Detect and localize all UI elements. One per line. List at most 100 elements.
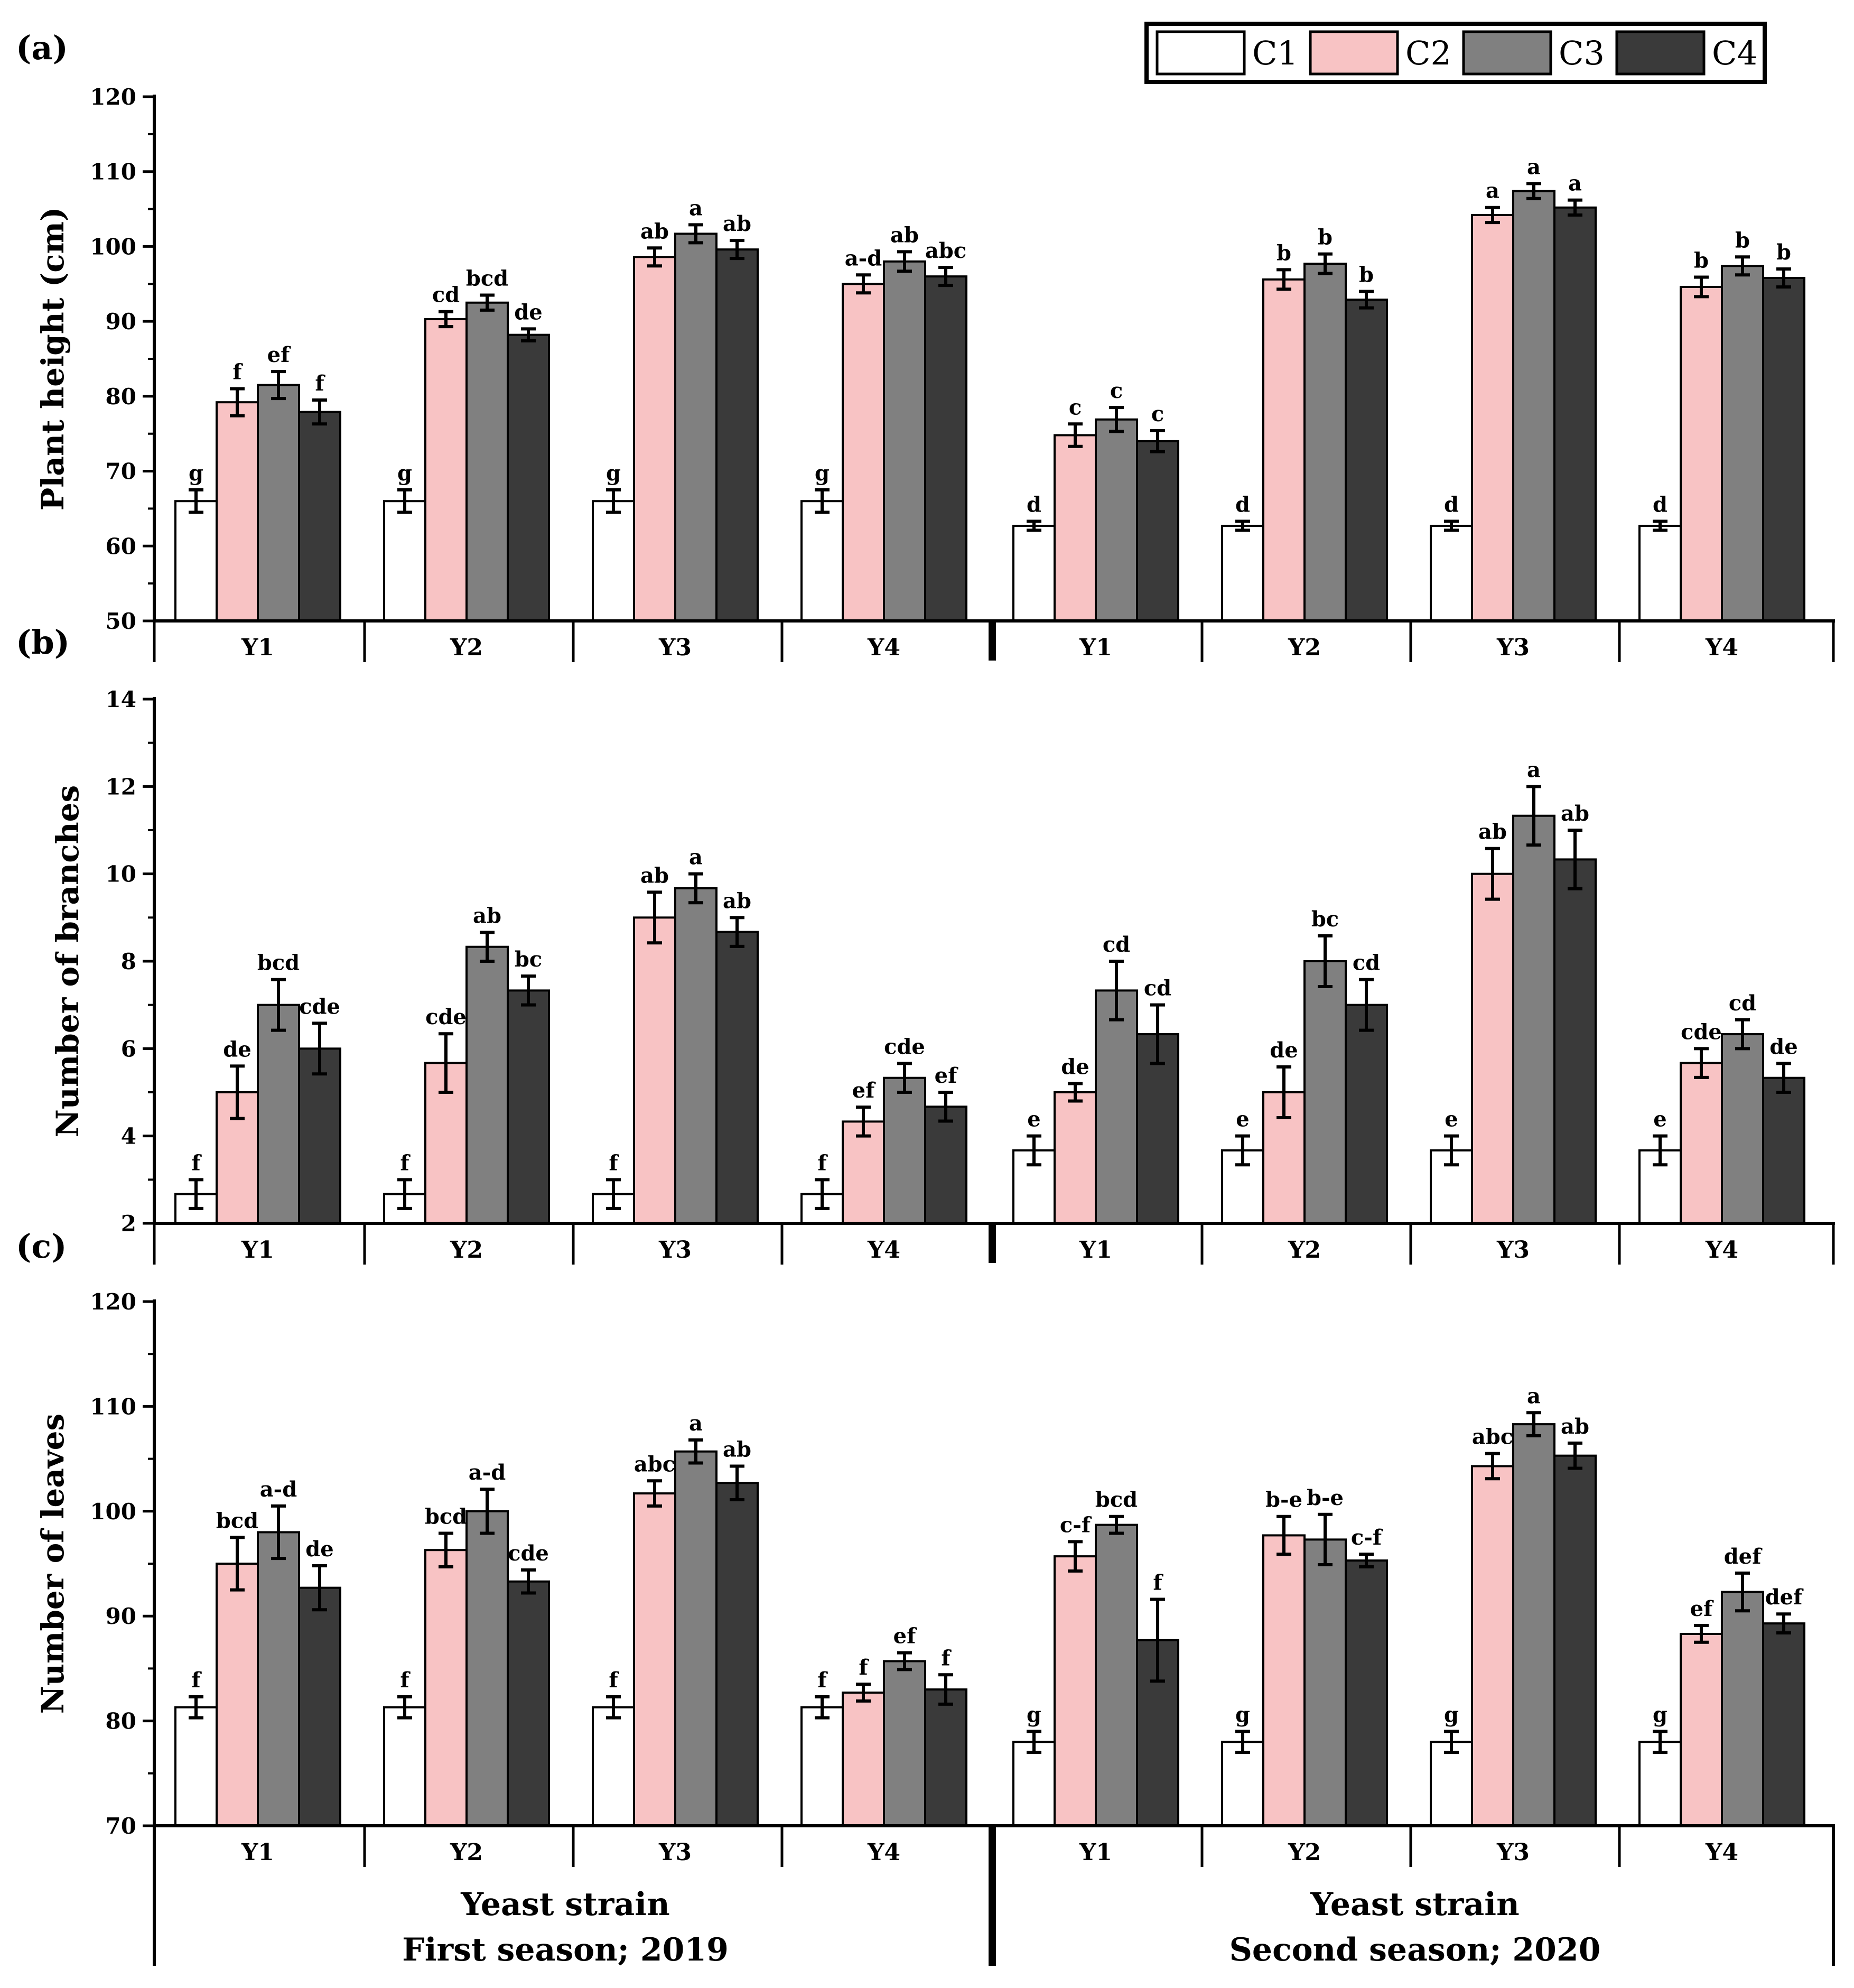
significance-label: a bbox=[689, 1411, 703, 1436]
bar-c3 bbox=[674, 1450, 718, 1827]
significance-label: g bbox=[1235, 1702, 1250, 1727]
bar-c3 bbox=[1095, 989, 1138, 1225]
legend-swatch-c1 bbox=[1156, 30, 1246, 76]
bar-c4 bbox=[715, 931, 759, 1224]
bar-c2 bbox=[424, 1549, 468, 1827]
bar-c3 bbox=[1512, 814, 1555, 1224]
y-tick-label: 90 bbox=[106, 1603, 136, 1629]
bar-c2 bbox=[1471, 213, 1514, 622]
significance-label: d bbox=[1235, 493, 1250, 517]
significance-label: g bbox=[815, 461, 830, 486]
category-label: Y2 bbox=[1288, 1839, 1321, 1866]
bar-c2 bbox=[424, 318, 468, 622]
bar-c4 bbox=[715, 248, 759, 622]
significance-label: def bbox=[1765, 1585, 1804, 1610]
bar-c2 bbox=[1054, 1091, 1097, 1224]
bar-c4 bbox=[1136, 440, 1179, 623]
y-tick-label: 10 bbox=[106, 861, 136, 887]
bar-c1 bbox=[383, 500, 426, 622]
significance-label: abc bbox=[925, 238, 966, 263]
bar-c3 bbox=[257, 1004, 300, 1224]
category-label: Y2 bbox=[450, 1839, 483, 1866]
category-label: Y4 bbox=[1705, 1237, 1738, 1264]
bar-c3 bbox=[1721, 265, 1764, 622]
significance-label: cd bbox=[1103, 932, 1130, 957]
significance-label: cd bbox=[1144, 976, 1171, 1001]
significance-label: cd bbox=[1729, 991, 1756, 1016]
bar-c3 bbox=[883, 1076, 926, 1224]
y-axis-label: Number of leaves bbox=[35, 1414, 71, 1714]
significance-label: a-d bbox=[469, 1460, 506, 1485]
significance-label: de bbox=[1270, 1038, 1298, 1063]
bar-c4 bbox=[298, 411, 341, 622]
bar-c4 bbox=[1345, 299, 1388, 622]
bar-c4 bbox=[1345, 1004, 1388, 1224]
significance-label: f bbox=[609, 1150, 619, 1175]
bar-c3 bbox=[1303, 1538, 1347, 1827]
bar-c4 bbox=[924, 1688, 967, 1827]
y-tick-label: 70 bbox=[106, 459, 136, 485]
significance-label: bcd bbox=[466, 266, 508, 291]
significance-label: ef bbox=[852, 1078, 876, 1103]
bar-c3 bbox=[1721, 1591, 1764, 1827]
bar-c2 bbox=[1262, 278, 1306, 622]
bar-c1 bbox=[1638, 525, 1682, 622]
significance-label: de bbox=[305, 1537, 333, 1562]
significance-label: b bbox=[1694, 248, 1709, 273]
significance-label: g bbox=[1027, 1702, 1041, 1727]
significance-label: abc bbox=[634, 1452, 675, 1476]
bar-c3 bbox=[1303, 263, 1347, 623]
bar-c4 bbox=[1136, 1033, 1179, 1224]
significance-label: de bbox=[223, 1037, 251, 1062]
bar-c2 bbox=[1471, 1465, 1514, 1827]
bar-c4 bbox=[507, 989, 550, 1225]
significance-label: e bbox=[1653, 1107, 1666, 1132]
panel-2: (b)Number of branches2468101214fdebcdcde… bbox=[16, 623, 1835, 1265]
significance-label: bcd bbox=[425, 1504, 467, 1529]
category-label: Y3 bbox=[1496, 634, 1530, 661]
bar-c3 bbox=[257, 1531, 300, 1827]
bar-c3 bbox=[883, 260, 926, 622]
significance-label: def bbox=[1724, 1544, 1763, 1569]
bar-c2 bbox=[216, 1563, 259, 1827]
y-tick-label: 100 bbox=[90, 1499, 136, 1525]
significance-label: ab bbox=[473, 903, 501, 928]
bar-c4 bbox=[924, 1106, 967, 1225]
bar-c4 bbox=[1762, 1076, 1805, 1224]
category-label: Y3 bbox=[658, 634, 692, 661]
significance-label: cd bbox=[432, 283, 460, 308]
y-tick-label: 12 bbox=[106, 774, 136, 800]
significance-label: e bbox=[1236, 1107, 1249, 1132]
significance-label: cde bbox=[508, 1541, 549, 1566]
bar-c3 bbox=[465, 945, 509, 1224]
y-axis-label: Plant height (cm) bbox=[35, 207, 71, 511]
category-label: Y1 bbox=[1079, 634, 1112, 661]
significance-label: a bbox=[689, 196, 703, 220]
significance-label: bc bbox=[1311, 907, 1339, 932]
significance-label: ab bbox=[890, 222, 919, 247]
legend-label-c1: C1 bbox=[1252, 34, 1298, 72]
significance-label: bcd bbox=[216, 1508, 258, 1533]
significance-label: de bbox=[1769, 1034, 1797, 1059]
category-label: Y1 bbox=[241, 1237, 274, 1264]
category-label: Y3 bbox=[1496, 1237, 1530, 1264]
bar-c1 bbox=[383, 1706, 426, 1827]
significance-label: ab bbox=[723, 1437, 751, 1462]
significance-label: bcd bbox=[1095, 1488, 1138, 1512]
significance-label: cde bbox=[1681, 1019, 1722, 1044]
significance-label: b bbox=[1277, 240, 1291, 265]
significance-label: de bbox=[1061, 1054, 1089, 1079]
bar-c2 bbox=[842, 283, 885, 622]
y-tick-label: 14 bbox=[106, 686, 136, 712]
significance-label: ab bbox=[1561, 1414, 1589, 1439]
significance-label: g bbox=[1444, 1702, 1459, 1727]
significance-label: ef bbox=[1690, 1596, 1714, 1621]
significance-label: e bbox=[1027, 1107, 1040, 1132]
significance-label: a bbox=[1527, 757, 1541, 782]
significance-label: f bbox=[400, 1150, 411, 1175]
significance-label: c bbox=[1151, 402, 1164, 426]
significance-label: de bbox=[514, 300, 542, 324]
y-tick-label: 110 bbox=[90, 159, 136, 185]
significance-label: f bbox=[191, 1150, 202, 1175]
y-tick-label: 60 bbox=[106, 533, 136, 559]
